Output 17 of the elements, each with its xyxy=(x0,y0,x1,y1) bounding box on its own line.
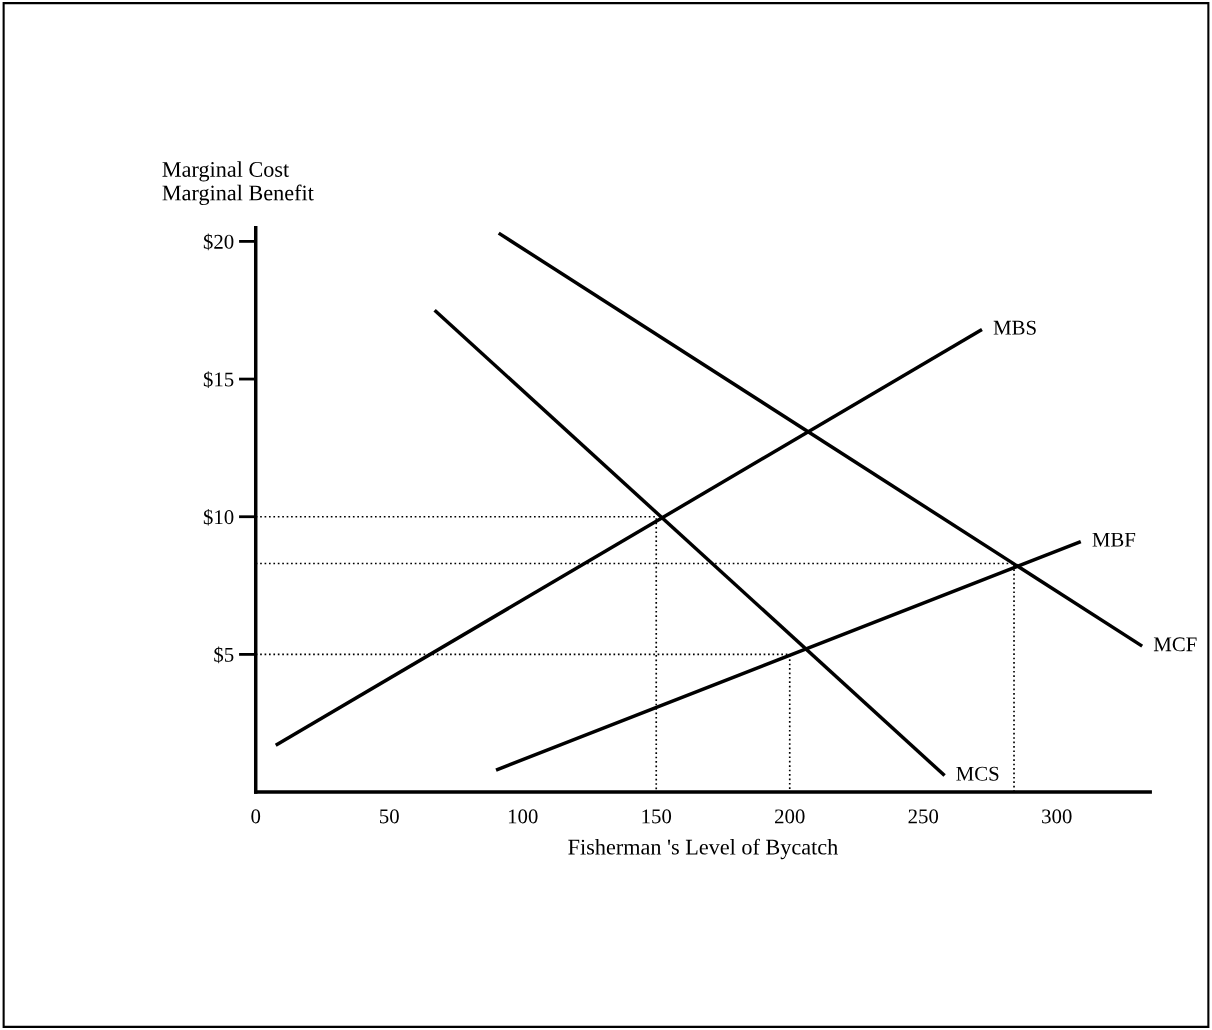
y-tick-label: $5 xyxy=(214,646,234,664)
series-label: MBF xyxy=(1092,532,1136,547)
x-axis-title: Fisherman 's Level of Bycatch xyxy=(568,838,838,860)
series-label: MCF xyxy=(1153,637,1197,652)
x-tick-label: 100 xyxy=(508,809,538,824)
x-tick-label: 300 xyxy=(1042,809,1072,824)
y-tick-label: $15 xyxy=(203,371,234,388)
x-tick-label: 0 xyxy=(251,809,261,824)
x-tick-label: 250 xyxy=(908,809,939,824)
y-axis-title: Marginal Cost Marginal Benefit xyxy=(162,161,314,206)
x-tick-label: 200 xyxy=(775,809,805,824)
series-label: MBS xyxy=(993,320,1036,335)
y-tick-label: $20 xyxy=(203,233,234,251)
x-tick-label: 150 xyxy=(642,809,672,824)
series-label: MCS xyxy=(956,766,999,781)
y-tick-label: $10 xyxy=(203,508,234,526)
x-tick-label: 50 xyxy=(380,809,399,824)
